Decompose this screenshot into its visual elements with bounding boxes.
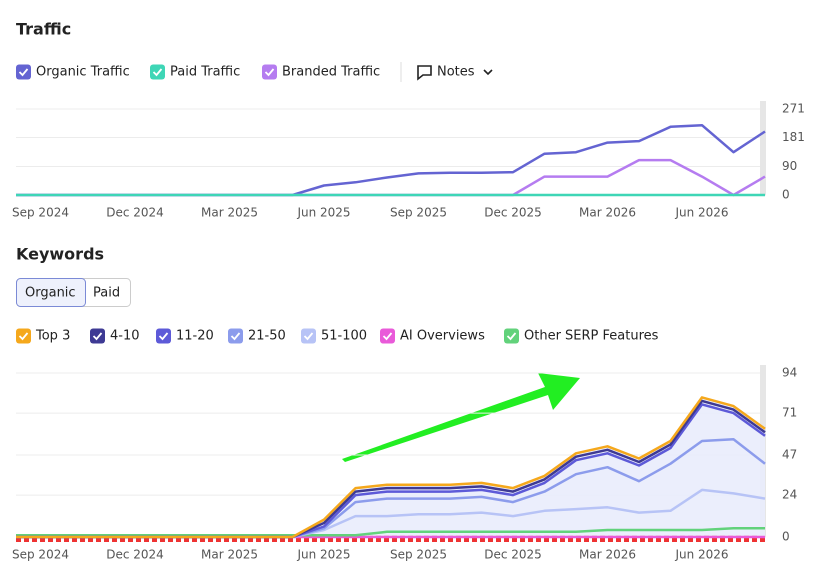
check (303, 332, 314, 341)
checkbox (262, 64, 277, 80)
chart-title: Traffic (16, 20, 71, 39)
arrow (342, 373, 580, 462)
y-tick-label: 24 (782, 488, 797, 502)
series-line (16, 396, 766, 539)
checkbox (301, 328, 316, 344)
legend-label: 11-20 (176, 329, 214, 344)
notes-label: Notes (437, 65, 475, 80)
y-tick-label: 94 (782, 366, 797, 380)
check (158, 332, 169, 341)
y-tick-label: 90 (782, 159, 797, 173)
x-tick-label: Dec 2025 (484, 548, 542, 562)
check (230, 332, 241, 341)
checkbox (90, 328, 105, 344)
plot (16, 123, 766, 197)
legend-label: Branded Traffic (282, 65, 380, 80)
legend-label: Paid Traffic (170, 65, 240, 80)
legend-label: 4-10 (110, 329, 140, 344)
area-fill (16, 397, 765, 537)
x-tick-label: Jun 2025 (296, 206, 350, 220)
chart-title: Keywords (16, 245, 104, 264)
x-tick-label: Jun 2026 (674, 548, 728, 562)
chevron (483, 69, 493, 76)
check (382, 332, 393, 341)
scroll-marker (760, 101, 766, 195)
y-tick-label: 71 (782, 406, 797, 420)
x-tick-label: Dec 2024 (106, 206, 164, 220)
series-line (16, 527, 765, 537)
x-tick-label: Dec 2025 (484, 206, 542, 220)
check (506, 332, 517, 341)
checkbox (228, 328, 243, 344)
tab-label[interactable]: Organic (25, 286, 76, 301)
y-tick-label: 0 (782, 530, 790, 544)
legend-label: Other SERP Features (524, 329, 659, 344)
check (18, 332, 29, 341)
y-tick-label: 0 (782, 188, 790, 202)
checkbox (504, 328, 519, 344)
x-tick-label: Mar 2026 (579, 548, 636, 562)
legend-label: Top 3 (35, 329, 70, 344)
legend-label: AI Overviews (400, 329, 485, 344)
annotation-strip (16, 535, 766, 542)
x-tick-label: Jun 2026 (674, 206, 728, 220)
x-tick-label: Sep 2024 (12, 206, 69, 220)
tab-organic[interactable] (16, 278, 86, 307)
checkbox (16, 64, 31, 80)
x-tick-label: Mar 2025 (201, 548, 258, 562)
plot (16, 396, 766, 539)
notes-button[interactable]: Notes (417, 65, 493, 81)
notes-icon (417, 65, 432, 81)
x-tick-label: Dec 2024 (106, 548, 164, 562)
x-tick-label: Sep 2025 (390, 548, 447, 562)
checkbox (156, 328, 171, 344)
check (92, 332, 103, 341)
tab-label[interactable]: Paid (93, 286, 120, 301)
check (152, 68, 163, 77)
checkbox (380, 328, 395, 344)
legend-label: 21-50 (248, 329, 286, 344)
y-tick-label: 271 (782, 102, 805, 116)
checkbox (150, 64, 165, 80)
y-tick-label: 47 (782, 448, 797, 462)
legend-label: Organic Traffic (36, 65, 130, 80)
legend-label: 51-100 (321, 329, 367, 344)
x-tick-label: Mar 2025 (201, 206, 258, 220)
checkbox (16, 328, 31, 344)
x-tick-label: Mar 2026 (579, 206, 636, 220)
check (18, 68, 29, 77)
check (264, 68, 275, 77)
y-tick-label: 181 (782, 130, 805, 144)
x-tick-label: Sep 2024 (12, 548, 69, 562)
x-tick-label: Sep 2025 (390, 206, 447, 220)
x-tick-label: Jun 2025 (296, 548, 350, 562)
